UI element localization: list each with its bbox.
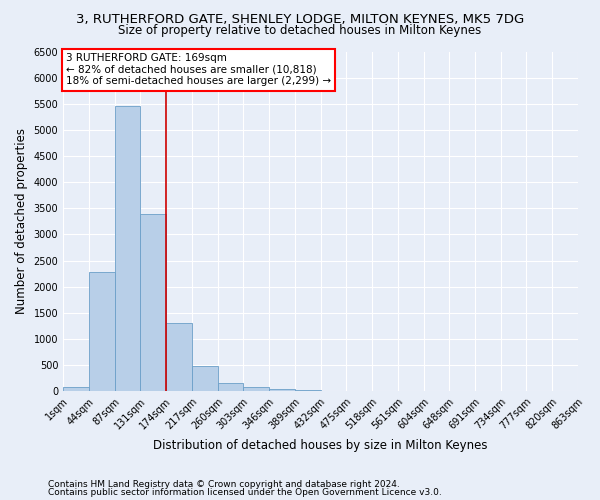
Bar bbox=[218, 383, 244, 392]
Text: 3, RUTHERFORD GATE, SHENLEY LODGE, MILTON KEYNES, MK5 7DG: 3, RUTHERFORD GATE, SHENLEY LODGE, MILTO… bbox=[76, 12, 524, 26]
Text: 3 RUTHERFORD GATE: 169sqm
← 82% of detached houses are smaller (10,818)
18% of s: 3 RUTHERFORD GATE: 169sqm ← 82% of detac… bbox=[66, 53, 331, 86]
Text: Contains HM Land Registry data © Crown copyright and database right 2024.: Contains HM Land Registry data © Crown c… bbox=[48, 480, 400, 489]
Bar bbox=[115, 106, 140, 392]
Bar bbox=[140, 214, 166, 392]
X-axis label: Distribution of detached houses by size in Milton Keynes: Distribution of detached houses by size … bbox=[153, 440, 488, 452]
Bar bbox=[269, 388, 295, 392]
Bar bbox=[63, 388, 89, 392]
Bar bbox=[295, 390, 320, 392]
Y-axis label: Number of detached properties: Number of detached properties bbox=[15, 128, 28, 314]
Bar bbox=[244, 387, 269, 392]
Bar bbox=[320, 391, 346, 392]
Bar bbox=[192, 366, 218, 392]
Bar bbox=[89, 272, 115, 392]
Text: Contains public sector information licensed under the Open Government Licence v3: Contains public sector information licen… bbox=[48, 488, 442, 497]
Text: Size of property relative to detached houses in Milton Keynes: Size of property relative to detached ho… bbox=[118, 24, 482, 37]
Bar bbox=[166, 324, 192, 392]
